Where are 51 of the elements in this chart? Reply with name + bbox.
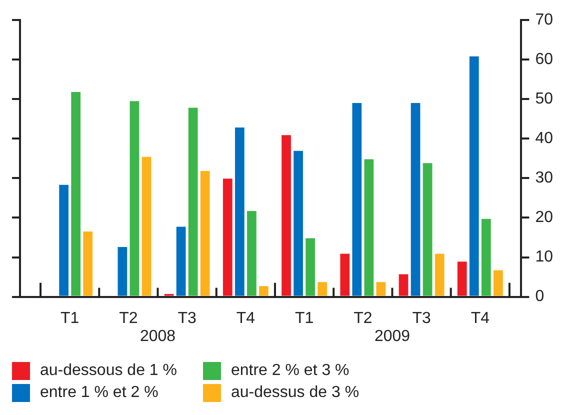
bar xyxy=(376,282,386,296)
bar xyxy=(130,101,140,296)
text: 2008 xyxy=(140,328,176,346)
bar xyxy=(469,56,479,296)
bar xyxy=(200,171,210,296)
y-tick-label: 30 xyxy=(535,170,554,187)
bar xyxy=(59,184,69,296)
x-tick-label: T3 xyxy=(178,310,197,327)
bar xyxy=(306,238,316,296)
y-tick-label: 20 xyxy=(535,209,554,226)
bar xyxy=(318,282,328,296)
y-tick-label: 0 xyxy=(535,288,544,306)
bar xyxy=(282,135,291,296)
bar xyxy=(481,218,491,296)
y-tick-label: 50 xyxy=(535,90,554,108)
x-tick-label: T2 xyxy=(354,310,372,327)
bar xyxy=(340,254,350,296)
y-tick-label: 60 xyxy=(535,50,554,68)
bar xyxy=(222,178,232,296)
bar xyxy=(234,128,244,296)
bar xyxy=(259,286,268,296)
bar xyxy=(398,274,408,296)
bar xyxy=(352,103,362,296)
y-tick-label: 40 xyxy=(535,130,554,148)
legend-label: entre 2 % et 3 % xyxy=(230,362,350,380)
bar xyxy=(71,92,81,296)
x-tick-label: T1 xyxy=(294,310,314,327)
bar xyxy=(176,226,186,296)
y-tick-label: 70 xyxy=(535,11,554,28)
bar xyxy=(494,270,503,296)
bar xyxy=(142,156,152,296)
bar xyxy=(118,246,128,296)
bar xyxy=(188,108,198,296)
text: 2009 xyxy=(374,328,410,346)
bar xyxy=(422,163,432,296)
bar xyxy=(364,159,374,296)
bar xyxy=(457,262,467,296)
x-tick-label: T1 xyxy=(60,310,80,327)
x-tick-label: T3 xyxy=(412,310,431,327)
legend-label: au-dessus de 3 % xyxy=(230,384,360,402)
legend-label: au-dessous de 1 % xyxy=(40,362,177,380)
bar xyxy=(83,232,93,296)
x-tick-label: T4 xyxy=(470,310,490,327)
bar xyxy=(294,150,303,296)
legend-label: entre 1 % et 2 % xyxy=(40,384,158,402)
y-tick-label: 10 xyxy=(535,248,554,266)
bar xyxy=(247,210,256,296)
bar xyxy=(410,103,420,296)
x-tick-label: T2 xyxy=(119,310,138,327)
x-tick-label: T4 xyxy=(236,310,256,327)
bar xyxy=(434,254,444,296)
